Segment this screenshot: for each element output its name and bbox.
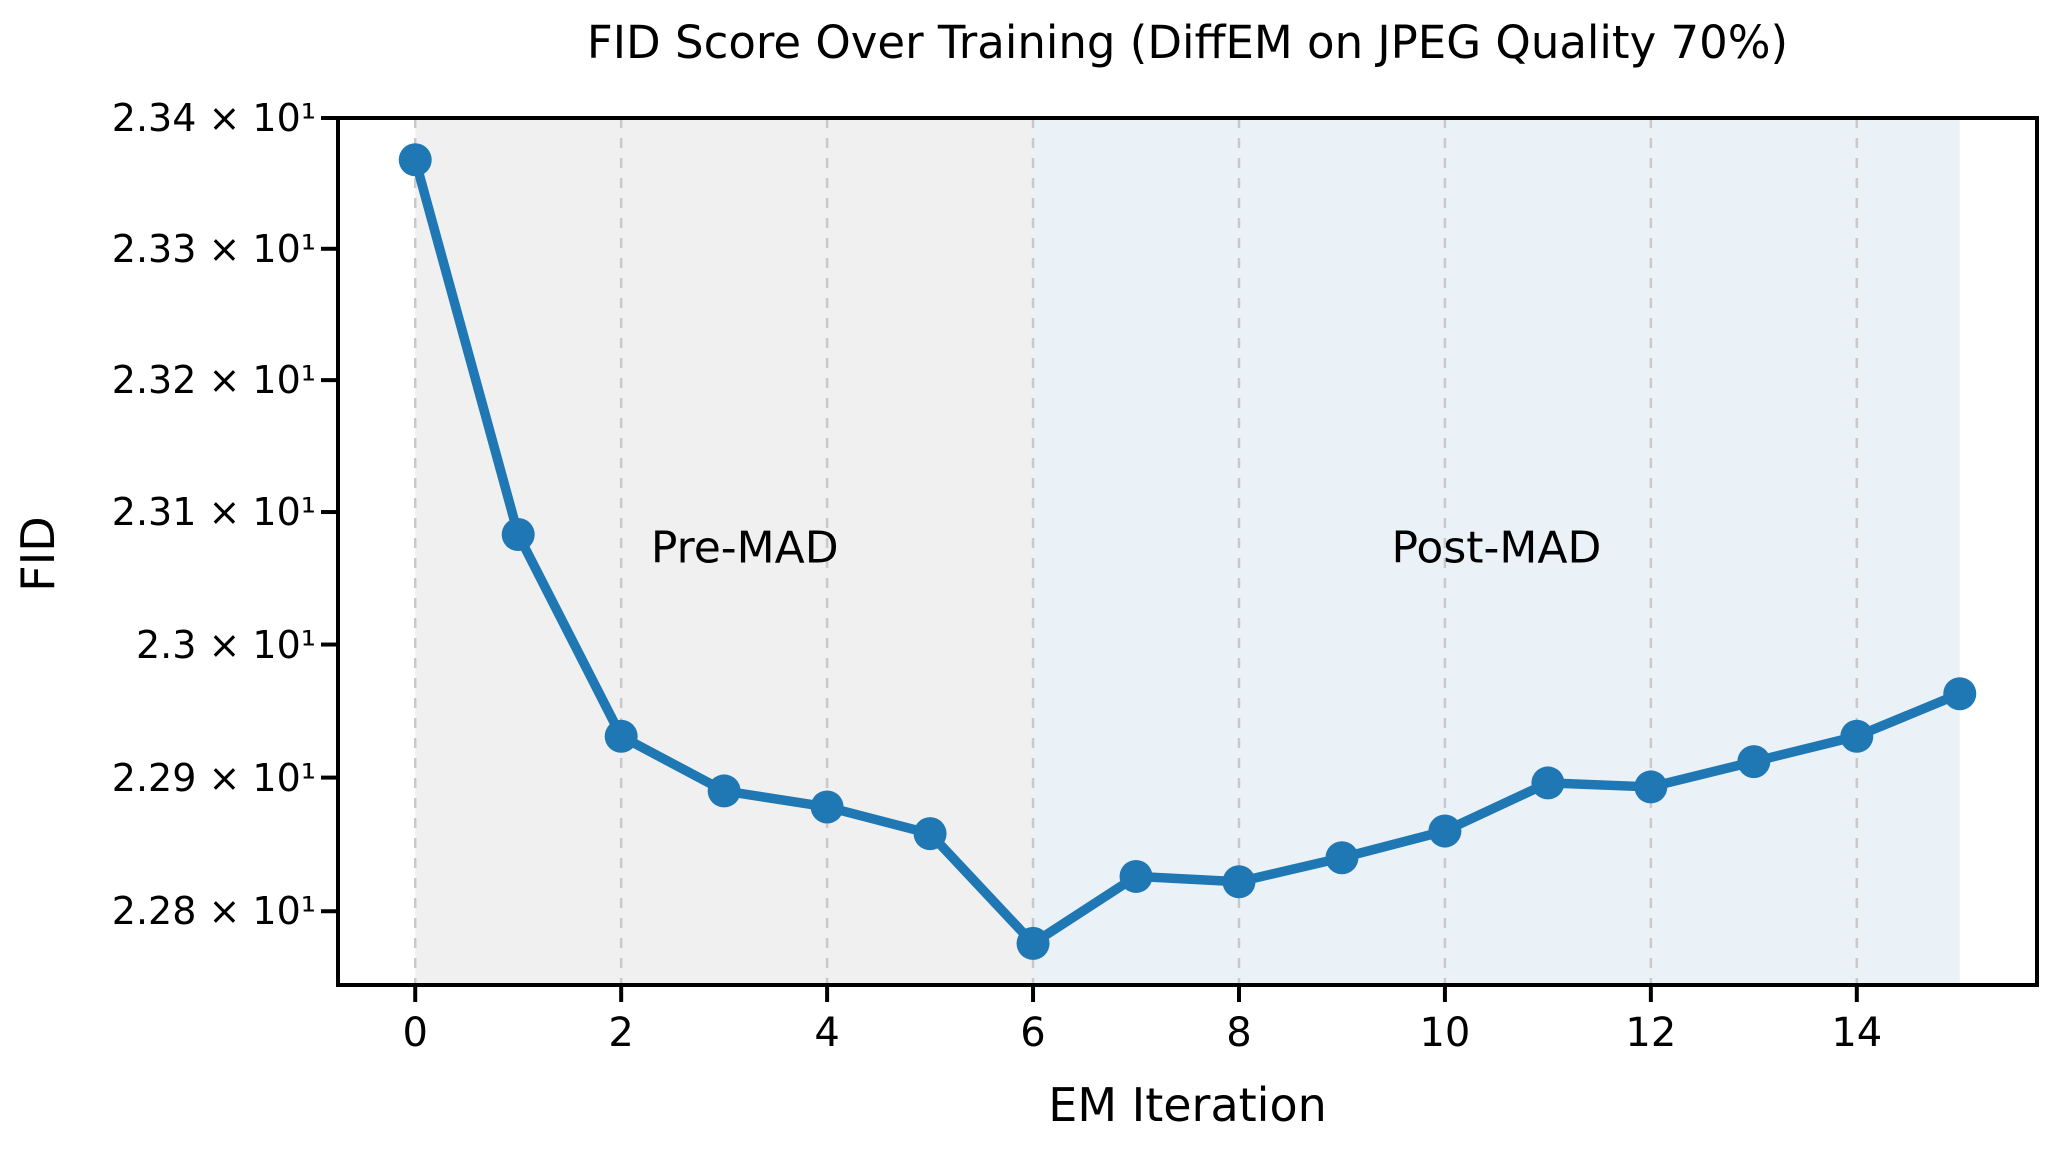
- x-tick-label: 10: [1419, 1010, 1471, 1056]
- data-point-marker: [1531, 766, 1565, 800]
- data-point-marker: [1943, 677, 1977, 711]
- y-tick-label: 2.34 × 10¹: [111, 96, 316, 140]
- axes-spines: [336, 116, 2039, 987]
- data-point-marker: [913, 817, 947, 851]
- x-tick-label: 8: [1226, 1010, 1252, 1056]
- data-point-marker: [1119, 859, 1153, 893]
- data-point-marker: [604, 719, 638, 753]
- y-tick-label: 2.33 × 10¹: [111, 226, 316, 271]
- fid-series-line: [410, 155, 1965, 949]
- data-point-marker: [1634, 770, 1668, 804]
- x-tick-label: 14: [1831, 1010, 1883, 1056]
- data-point-marker: [1840, 719, 1874, 753]
- y-tick-label: 2.32 × 10¹: [111, 358, 316, 403]
- data-point-marker: [707, 774, 741, 808]
- data-point-marker: [501, 518, 535, 552]
- y-tick-label: 2.29 × 10¹: [111, 755, 316, 800]
- data-point-marker: [398, 143, 432, 177]
- chart-title: FID Score Over Training (DiffEM on JPEG …: [586, 16, 1789, 69]
- x-tick-label: 0: [402, 1010, 428, 1056]
- x-axis-label: EM Iteration: [1048, 1078, 1327, 1132]
- x-tick-label: 6: [1020, 1010, 1046, 1056]
- x-tick-label: 12: [1625, 1010, 1677, 1056]
- data-point-marker: [1016, 926, 1050, 960]
- y-tick-label: 2.31 × 10¹: [111, 490, 316, 535]
- x-tick-label: 4: [814, 1010, 840, 1056]
- data-point-marker: [1428, 814, 1462, 848]
- data-point-marker: [1737, 745, 1771, 779]
- y-tick-label: 2.28 × 10¹: [111, 889, 316, 934]
- data-point-marker: [1222, 865, 1256, 899]
- region-post-mad: [1033, 118, 1960, 985]
- x-tick-label: 2: [608, 1010, 634, 1056]
- y-tick-label: 2.3 × 10¹: [135, 622, 316, 667]
- data-point-marker: [810, 790, 844, 824]
- annotation-post-mad: Post-MAD: [1391, 522, 1602, 574]
- annotation-pre-mad: Pre-MAD: [650, 522, 839, 574]
- data-point-marker: [1325, 841, 1359, 875]
